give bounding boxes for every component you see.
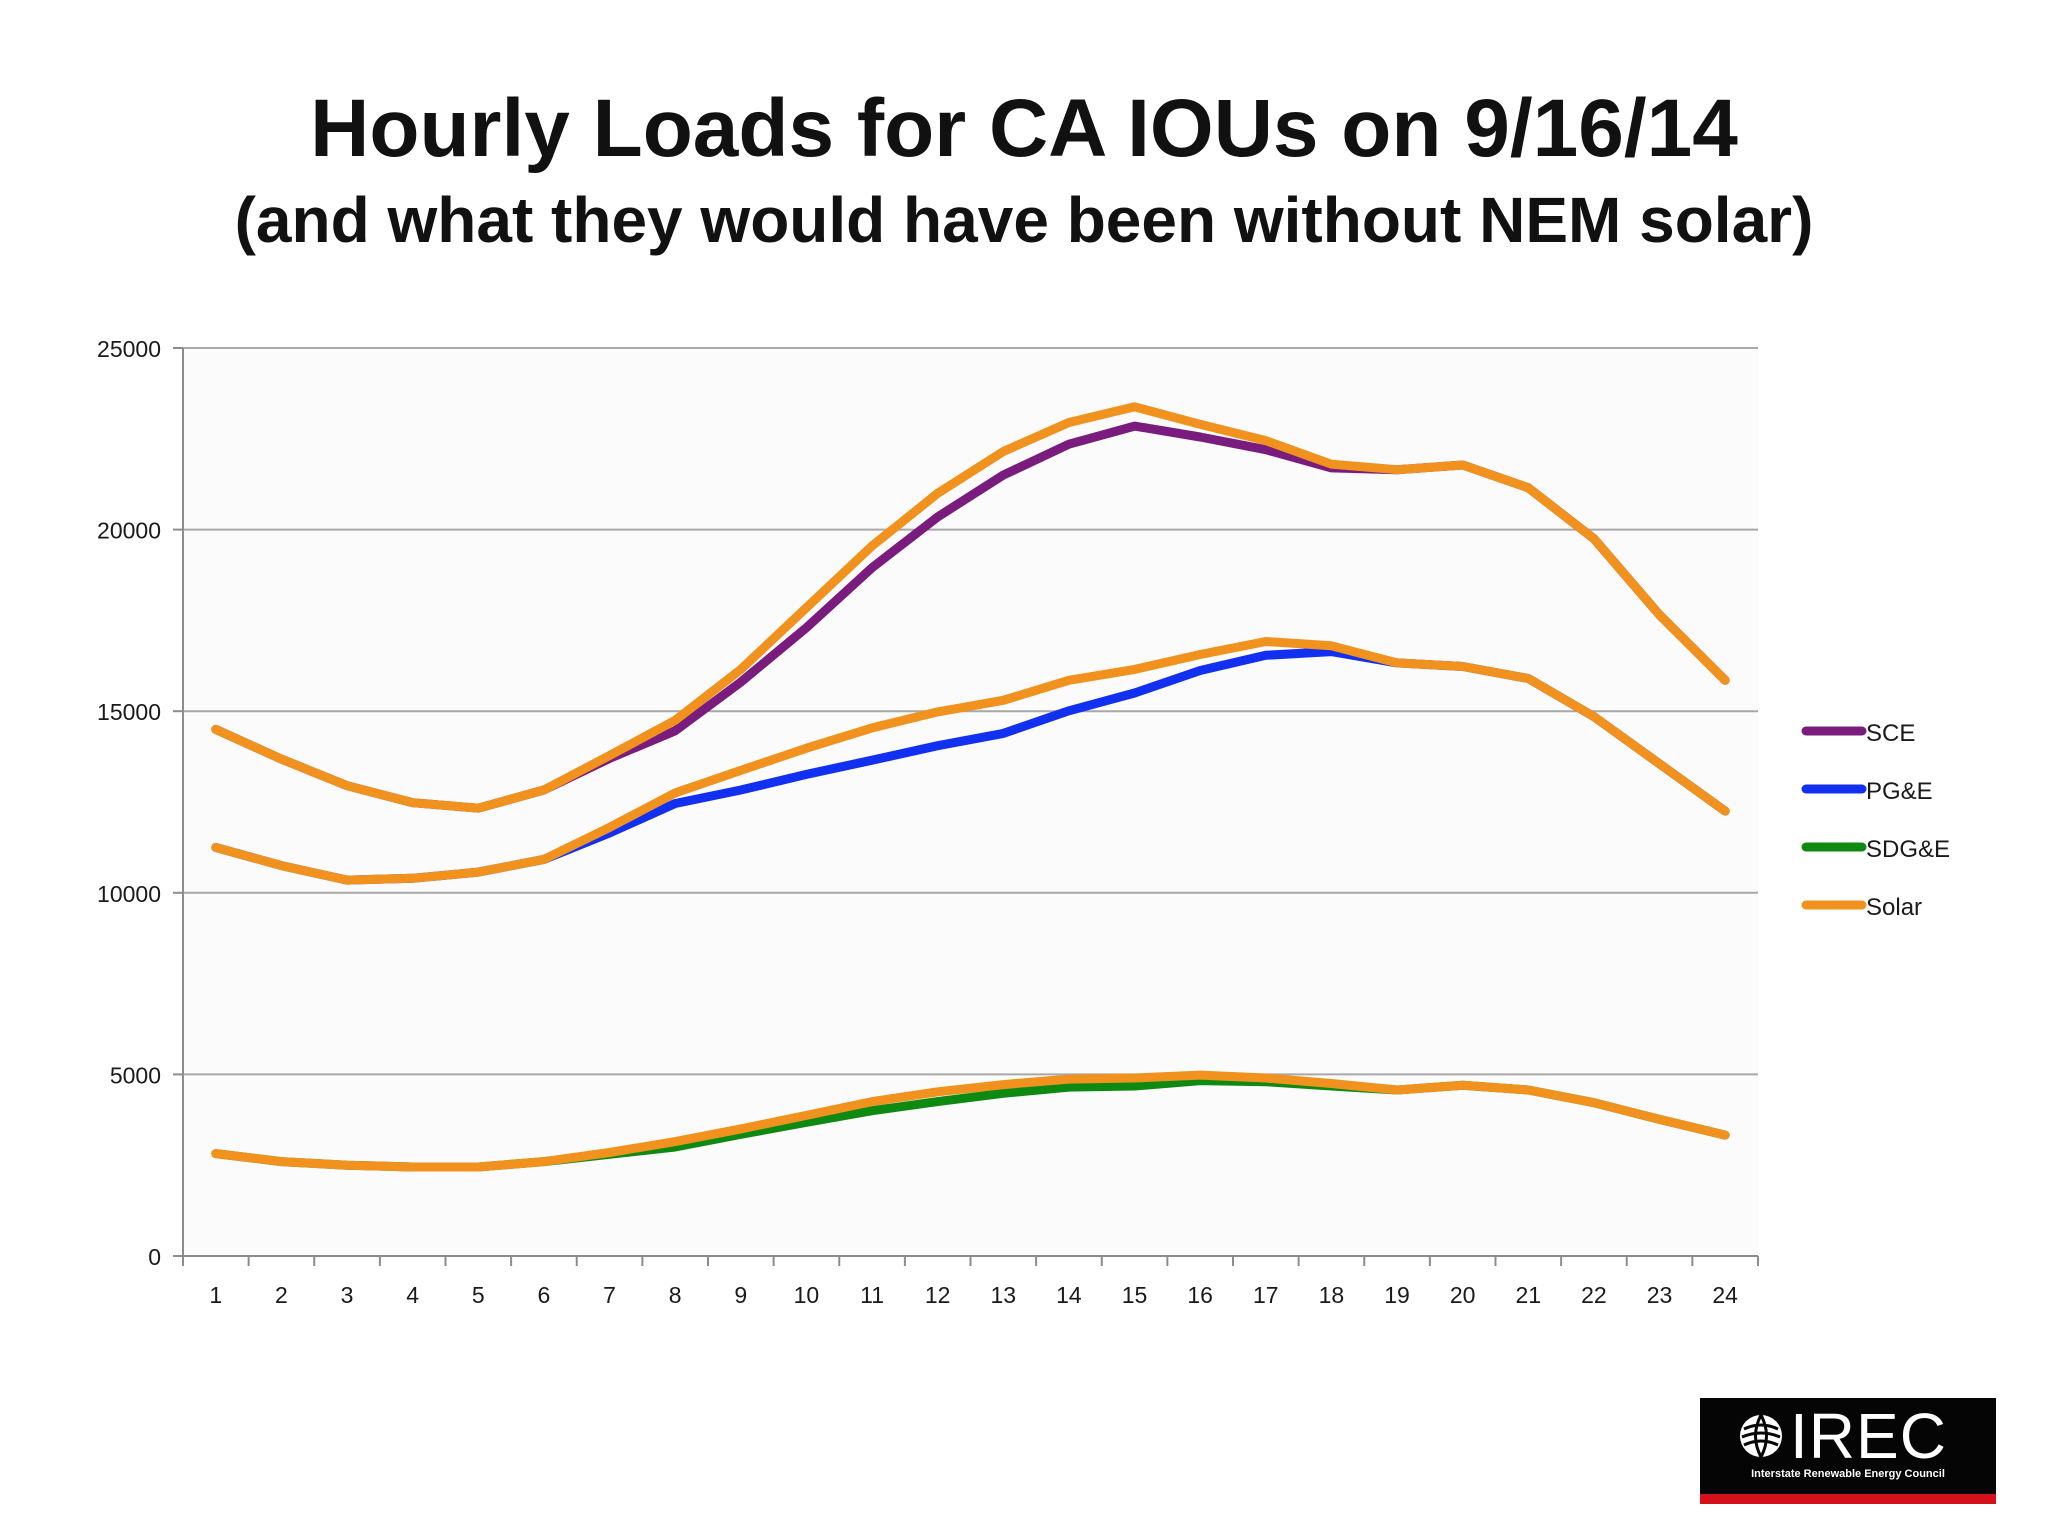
y-tick-label: 5000: [110, 1062, 161, 1088]
logo-tagline: Interstate Renewable Energy Council: [1751, 1468, 1945, 1480]
legend-label: PG&E: [1866, 778, 1933, 805]
chart-subtitle: (and what they would have been without N…: [234, 184, 1814, 256]
x-tick-label: 20: [1450, 1282, 1476, 1308]
legend-item: SCE: [1801, 720, 1915, 747]
x-tick-label: 10: [794, 1282, 820, 1308]
series-line-solar-4: [211, 637, 1730, 885]
x-tick-label: 23: [1647, 1282, 1673, 1308]
x-tick-label: 8: [669, 1282, 682, 1308]
x-tick-label: 6: [538, 1282, 551, 1308]
x-tick-label: 5: [472, 1282, 485, 1308]
x-tick-label: 15: [1122, 1282, 1148, 1308]
x-tick-label: 19: [1384, 1282, 1410, 1308]
x-tick-label: 24: [1712, 1282, 1738, 1308]
x-tick-label: 14: [1056, 1282, 1082, 1308]
logo-wordmark: IREC: [1790, 1400, 1947, 1472]
x-tick-label: 16: [1187, 1282, 1213, 1308]
legend-item: PG&E: [1801, 778, 1933, 805]
legend-label: SDG&E: [1866, 836, 1950, 863]
y-tick-label: 25000: [97, 336, 161, 362]
y-tick-label: 10000: [97, 881, 161, 907]
gridlines: [183, 347, 1758, 1076]
logo-red-bar: [1700, 1494, 1996, 1504]
series-line-solar-5: [211, 1070, 1730, 1172]
series-lines: [211, 402, 1730, 1172]
x-tick-label: 12: [925, 1282, 951, 1308]
irec-logo: IREC Interstate Renewable Energy Council: [1700, 1398, 1996, 1504]
chart-title: Hourly Loads for CA IOUs on 9/16/14: [310, 83, 1738, 174]
x-tick-labels: 1 2 3 4 5 6 7 8 9 10 11 12 13 14 15 16 17 18 19 20 21 22 23 24: [209, 1282, 1738, 1308]
x-tick-label: 3: [341, 1282, 354, 1308]
y-tick-labels: 0 5000 10000 15000 20000 25000: [97, 336, 161, 1270]
x-tick-label: 22: [1581, 1282, 1607, 1308]
x-tick-label: 11: [860, 1282, 884, 1308]
x-tick-label: 2: [275, 1282, 288, 1308]
legend-item: SDG&E: [1801, 836, 1950, 863]
axes: [173, 347, 1759, 1266]
legend-label: SCE: [1866, 720, 1915, 747]
x-tick-label: 18: [1319, 1282, 1345, 1308]
x-tick-label: 7: [603, 1282, 616, 1308]
globe-icon: [1740, 1414, 1782, 1458]
legend: SCE PG&E SDG&E Solar: [1801, 720, 1950, 921]
series-line-solar: [211, 402, 1730, 813]
x-tick-label: 1: [209, 1282, 222, 1308]
legend-label: Solar: [1866, 894, 1922, 921]
y-tick-label: 20000: [97, 518, 161, 544]
x-tick-label: 4: [406, 1282, 419, 1308]
y-tick-label: 0: [148, 1244, 161, 1270]
legend-item: Solar: [1801, 894, 1922, 921]
y-tick-label: 15000: [97, 699, 161, 725]
x-tick-label: 9: [734, 1282, 747, 1308]
x-tick-label: 17: [1253, 1282, 1279, 1308]
x-tick-label: 21: [1516, 1282, 1542, 1308]
x-tick-label: 13: [991, 1282, 1017, 1308]
